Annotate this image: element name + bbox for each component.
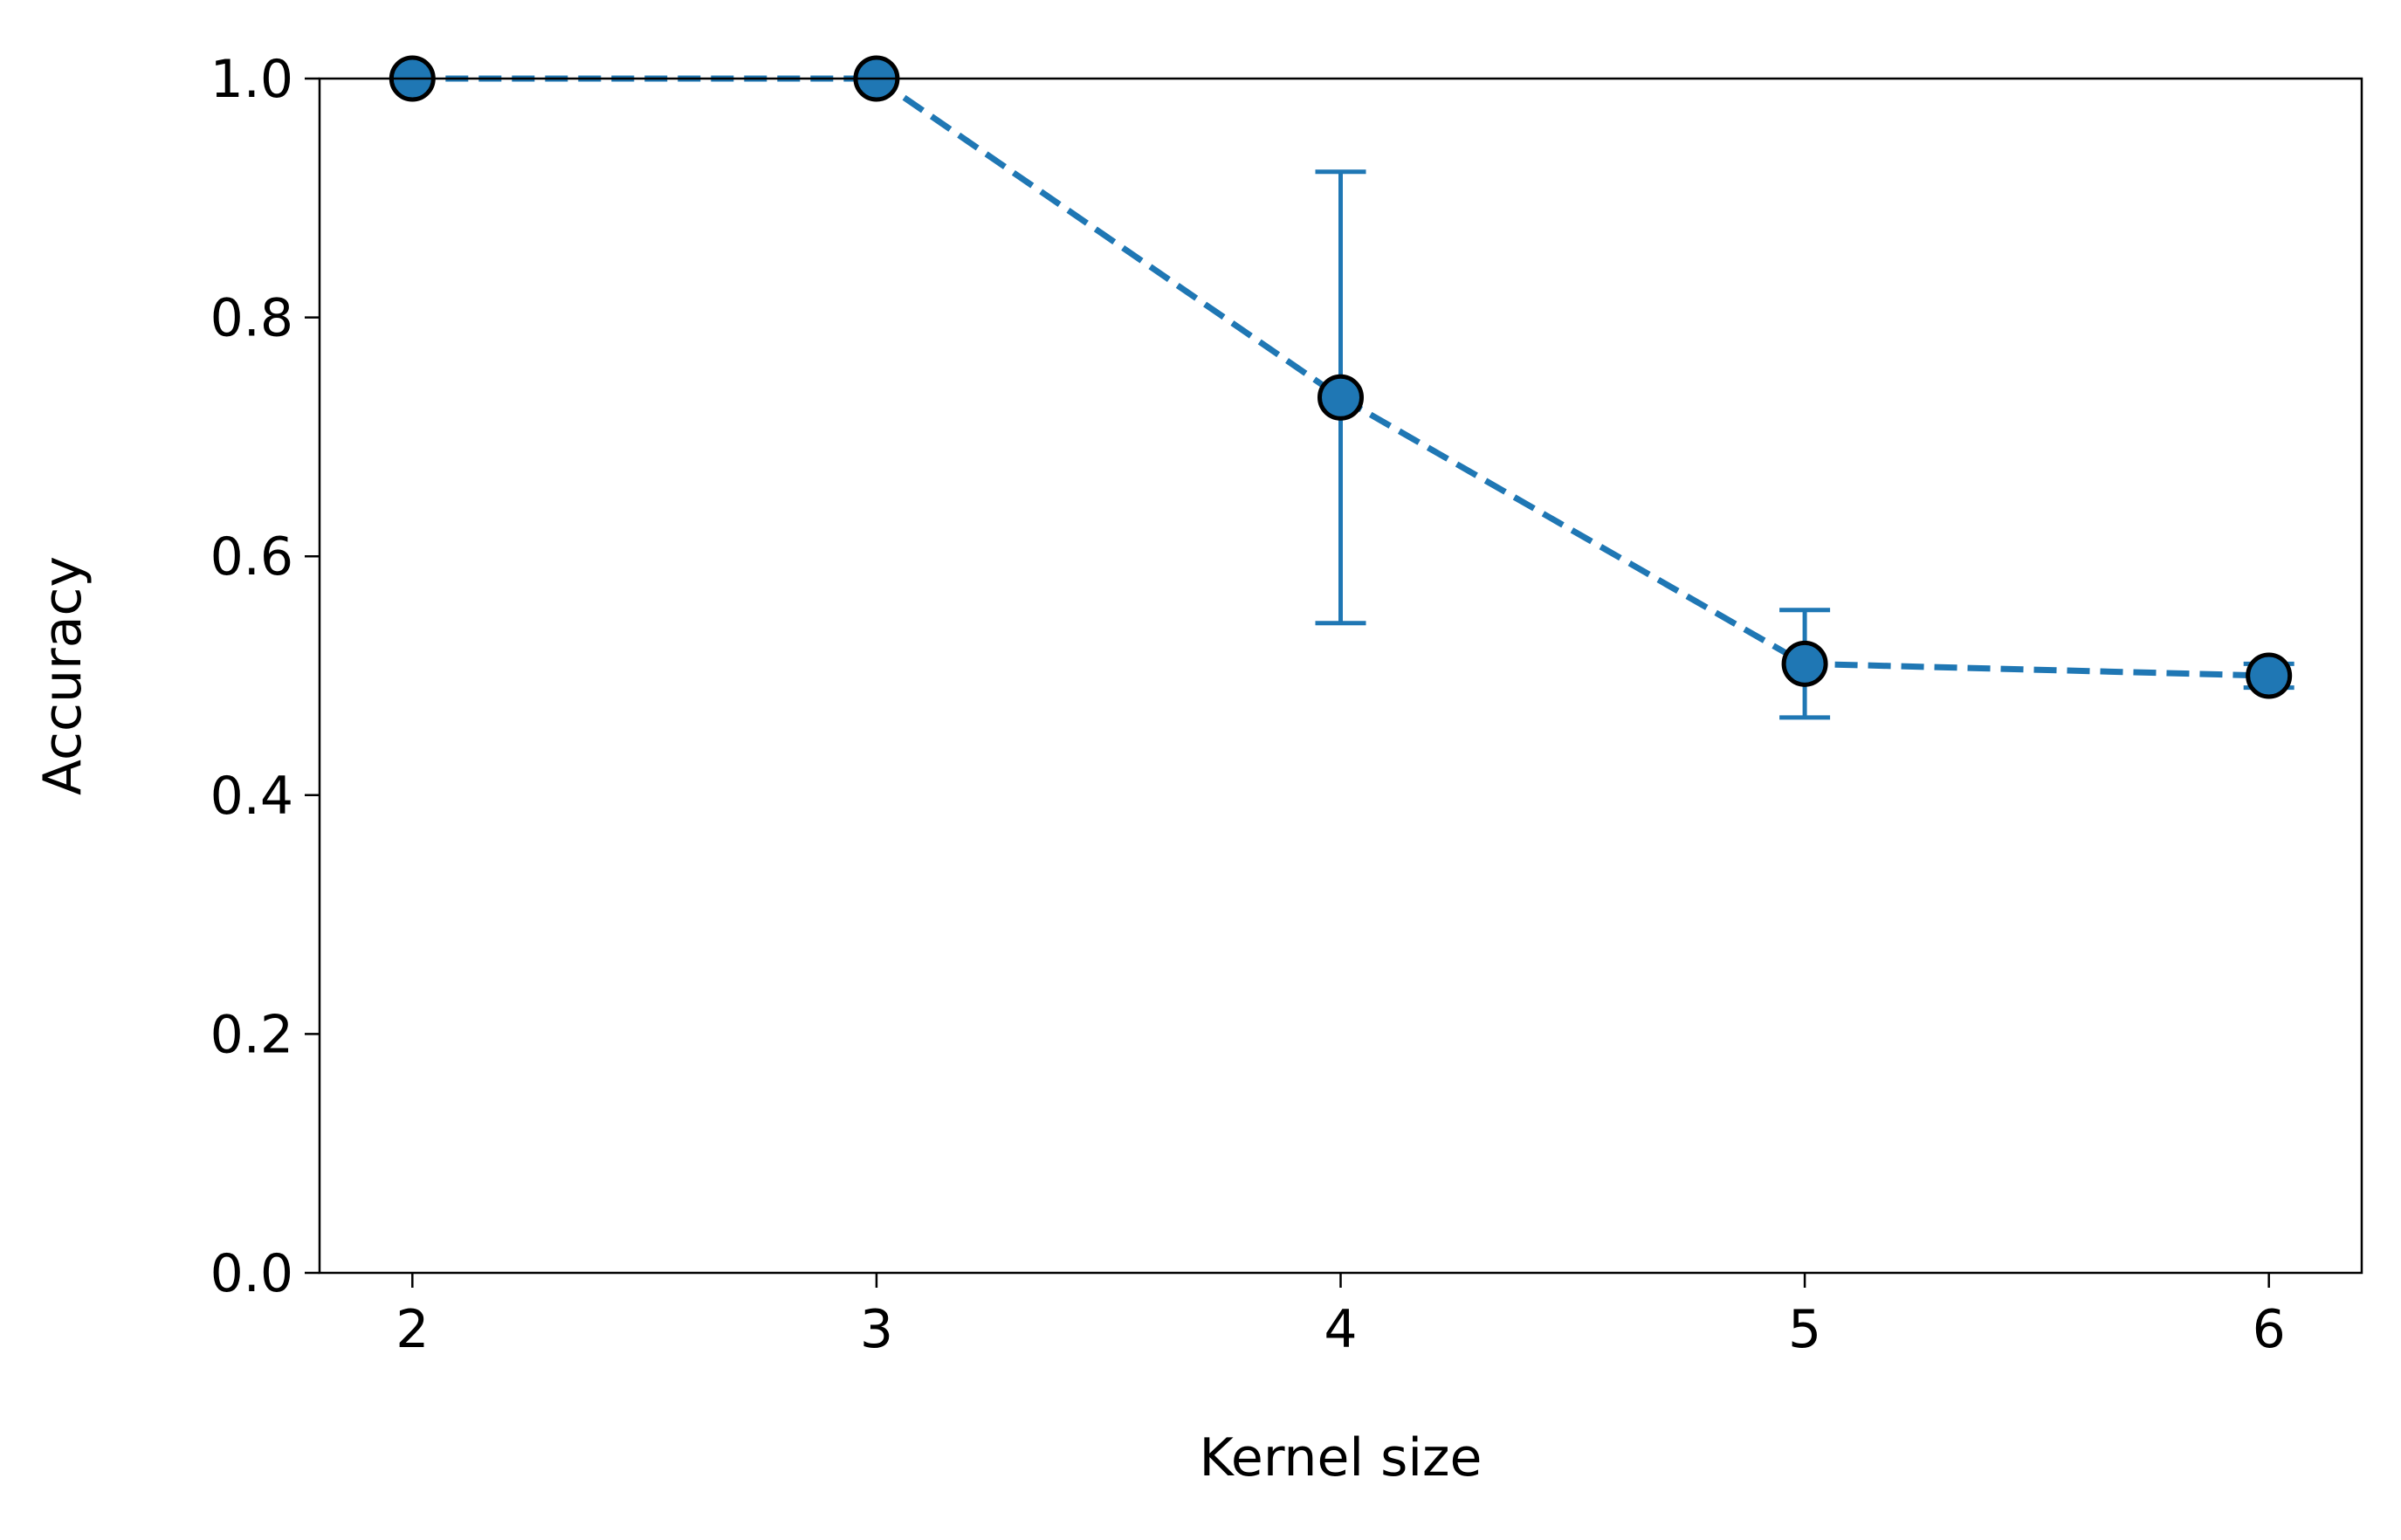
x-tick-label: 4	[1324, 1299, 1357, 1360]
y-tick-label: 1.0	[210, 49, 293, 110]
data-point	[1317, 374, 1364, 421]
error-bars	[1315, 169, 2294, 720]
x-tick-label: 6	[2253, 1299, 2286, 1360]
data-point	[2246, 652, 2293, 699]
x-axis: 2 3 4 5 6	[396, 1273, 2286, 1360]
x-tick-label: 2	[396, 1299, 429, 1360]
x-tick-label: 5	[1788, 1299, 1821, 1360]
y-tick-label: 0.8	[210, 288, 293, 349]
y-tick-label: 0.2	[210, 1004, 293, 1065]
y-axis-label: Accuracy	[32, 556, 93, 795]
x-axis-label: Kernel size	[1200, 1427, 1483, 1488]
data-point	[1781, 640, 1828, 687]
y-tick-label: 0.0	[210, 1243, 293, 1304]
y-tick-label: 0.4	[210, 766, 293, 827]
x-tick-label: 3	[860, 1299, 893, 1360]
y-axis: 0.0 0.2 0.4 0.6 0.8 1.0	[210, 49, 320, 1304]
y-tick-label: 0.6	[210, 526, 293, 588]
